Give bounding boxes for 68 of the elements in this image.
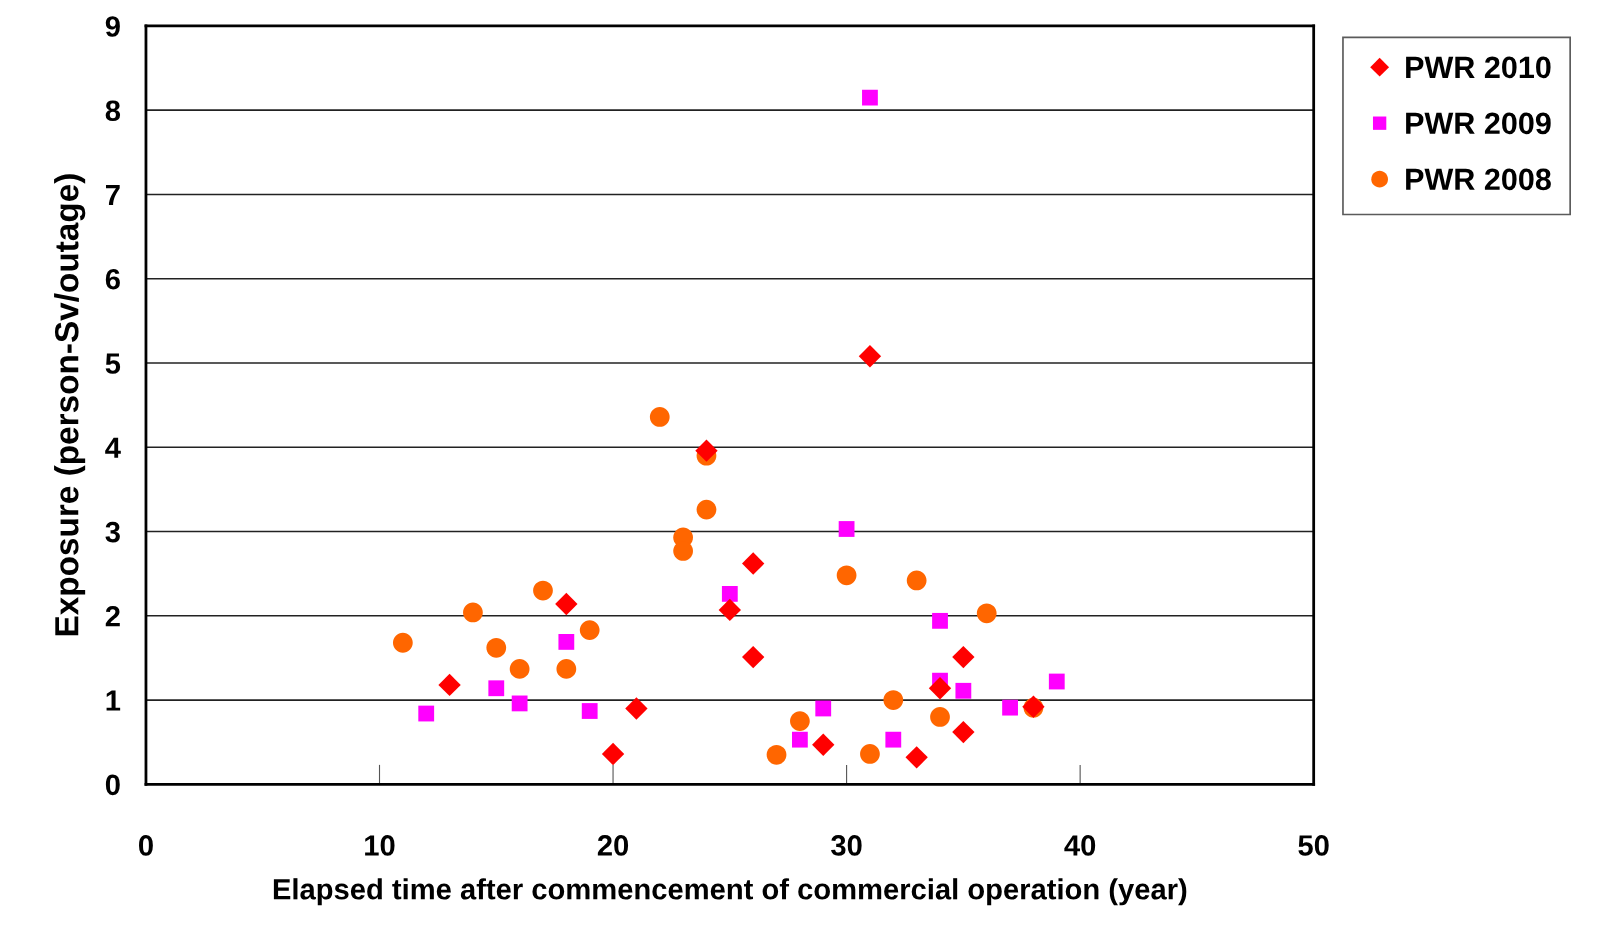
point <box>721 585 738 602</box>
point <box>955 682 972 699</box>
y-axis-title: Exposure (person-Sv/outage) <box>54 174 86 636</box>
point <box>836 565 857 586</box>
point <box>556 659 577 679</box>
point <box>930 707 950 727</box>
point <box>952 720 975 744</box>
point <box>579 620 600 640</box>
y-tick-label: 8 <box>105 100 121 122</box>
point <box>673 541 693 561</box>
legend-label: PWR 2010 <box>1406 56 1551 79</box>
point <box>952 645 975 669</box>
point <box>601 742 625 766</box>
y-tick-label: 5 <box>105 353 121 374</box>
point <box>511 695 528 712</box>
point <box>418 705 435 722</box>
point <box>1048 673 1065 690</box>
point <box>741 552 765 575</box>
point <box>741 645 765 669</box>
point <box>932 612 948 629</box>
x-tick-label: 10 <box>365 835 395 856</box>
x-tick-label: 0 <box>139 835 153 856</box>
point <box>438 673 461 697</box>
point <box>558 634 575 650</box>
point <box>766 744 787 765</box>
x-tick-label: 50 <box>1298 835 1329 856</box>
point <box>906 570 927 591</box>
point <box>885 731 902 748</box>
x-tick-label: 20 <box>597 835 629 856</box>
point <box>883 690 904 710</box>
point <box>928 677 952 700</box>
point <box>581 703 598 719</box>
y-tick-label: 1 <box>106 690 121 711</box>
legend-label: PWR 2008 <box>1406 168 1551 191</box>
point <box>860 744 880 764</box>
point <box>696 499 717 520</box>
x-axis-title: Elapsed time after commencement of commercial operation (year) <box>273 878 1187 906</box>
y-tick-label: 4 <box>105 437 121 458</box>
point <box>858 345 882 368</box>
y-tick-label: 9 <box>105 16 120 37</box>
point <box>815 700 832 717</box>
y-tick-label: 7 <box>106 184 120 206</box>
y-tick-label: 0 <box>105 774 120 796</box>
y-tick-label: 3 <box>105 521 120 543</box>
point <box>862 89 878 106</box>
point <box>533 580 553 601</box>
point <box>976 603 997 624</box>
y-tick-label: 2 <box>105 605 120 627</box>
point <box>649 407 670 427</box>
x-tick-label: 40 <box>1064 835 1096 856</box>
point <box>838 521 855 537</box>
point <box>555 592 578 616</box>
point <box>695 439 718 462</box>
point <box>812 733 835 756</box>
y-tick-label: 6 <box>105 268 120 290</box>
point <box>905 746 928 769</box>
point <box>463 602 483 623</box>
point <box>790 711 810 731</box>
legend-label: PWR 2009 <box>1406 112 1551 135</box>
point <box>1002 699 1018 716</box>
point <box>509 659 530 679</box>
point <box>791 731 808 748</box>
point <box>718 598 741 622</box>
point <box>486 637 507 658</box>
point <box>625 697 648 720</box>
x-tick-label: 30 <box>831 835 862 856</box>
point <box>488 680 505 697</box>
point <box>392 632 413 653</box>
